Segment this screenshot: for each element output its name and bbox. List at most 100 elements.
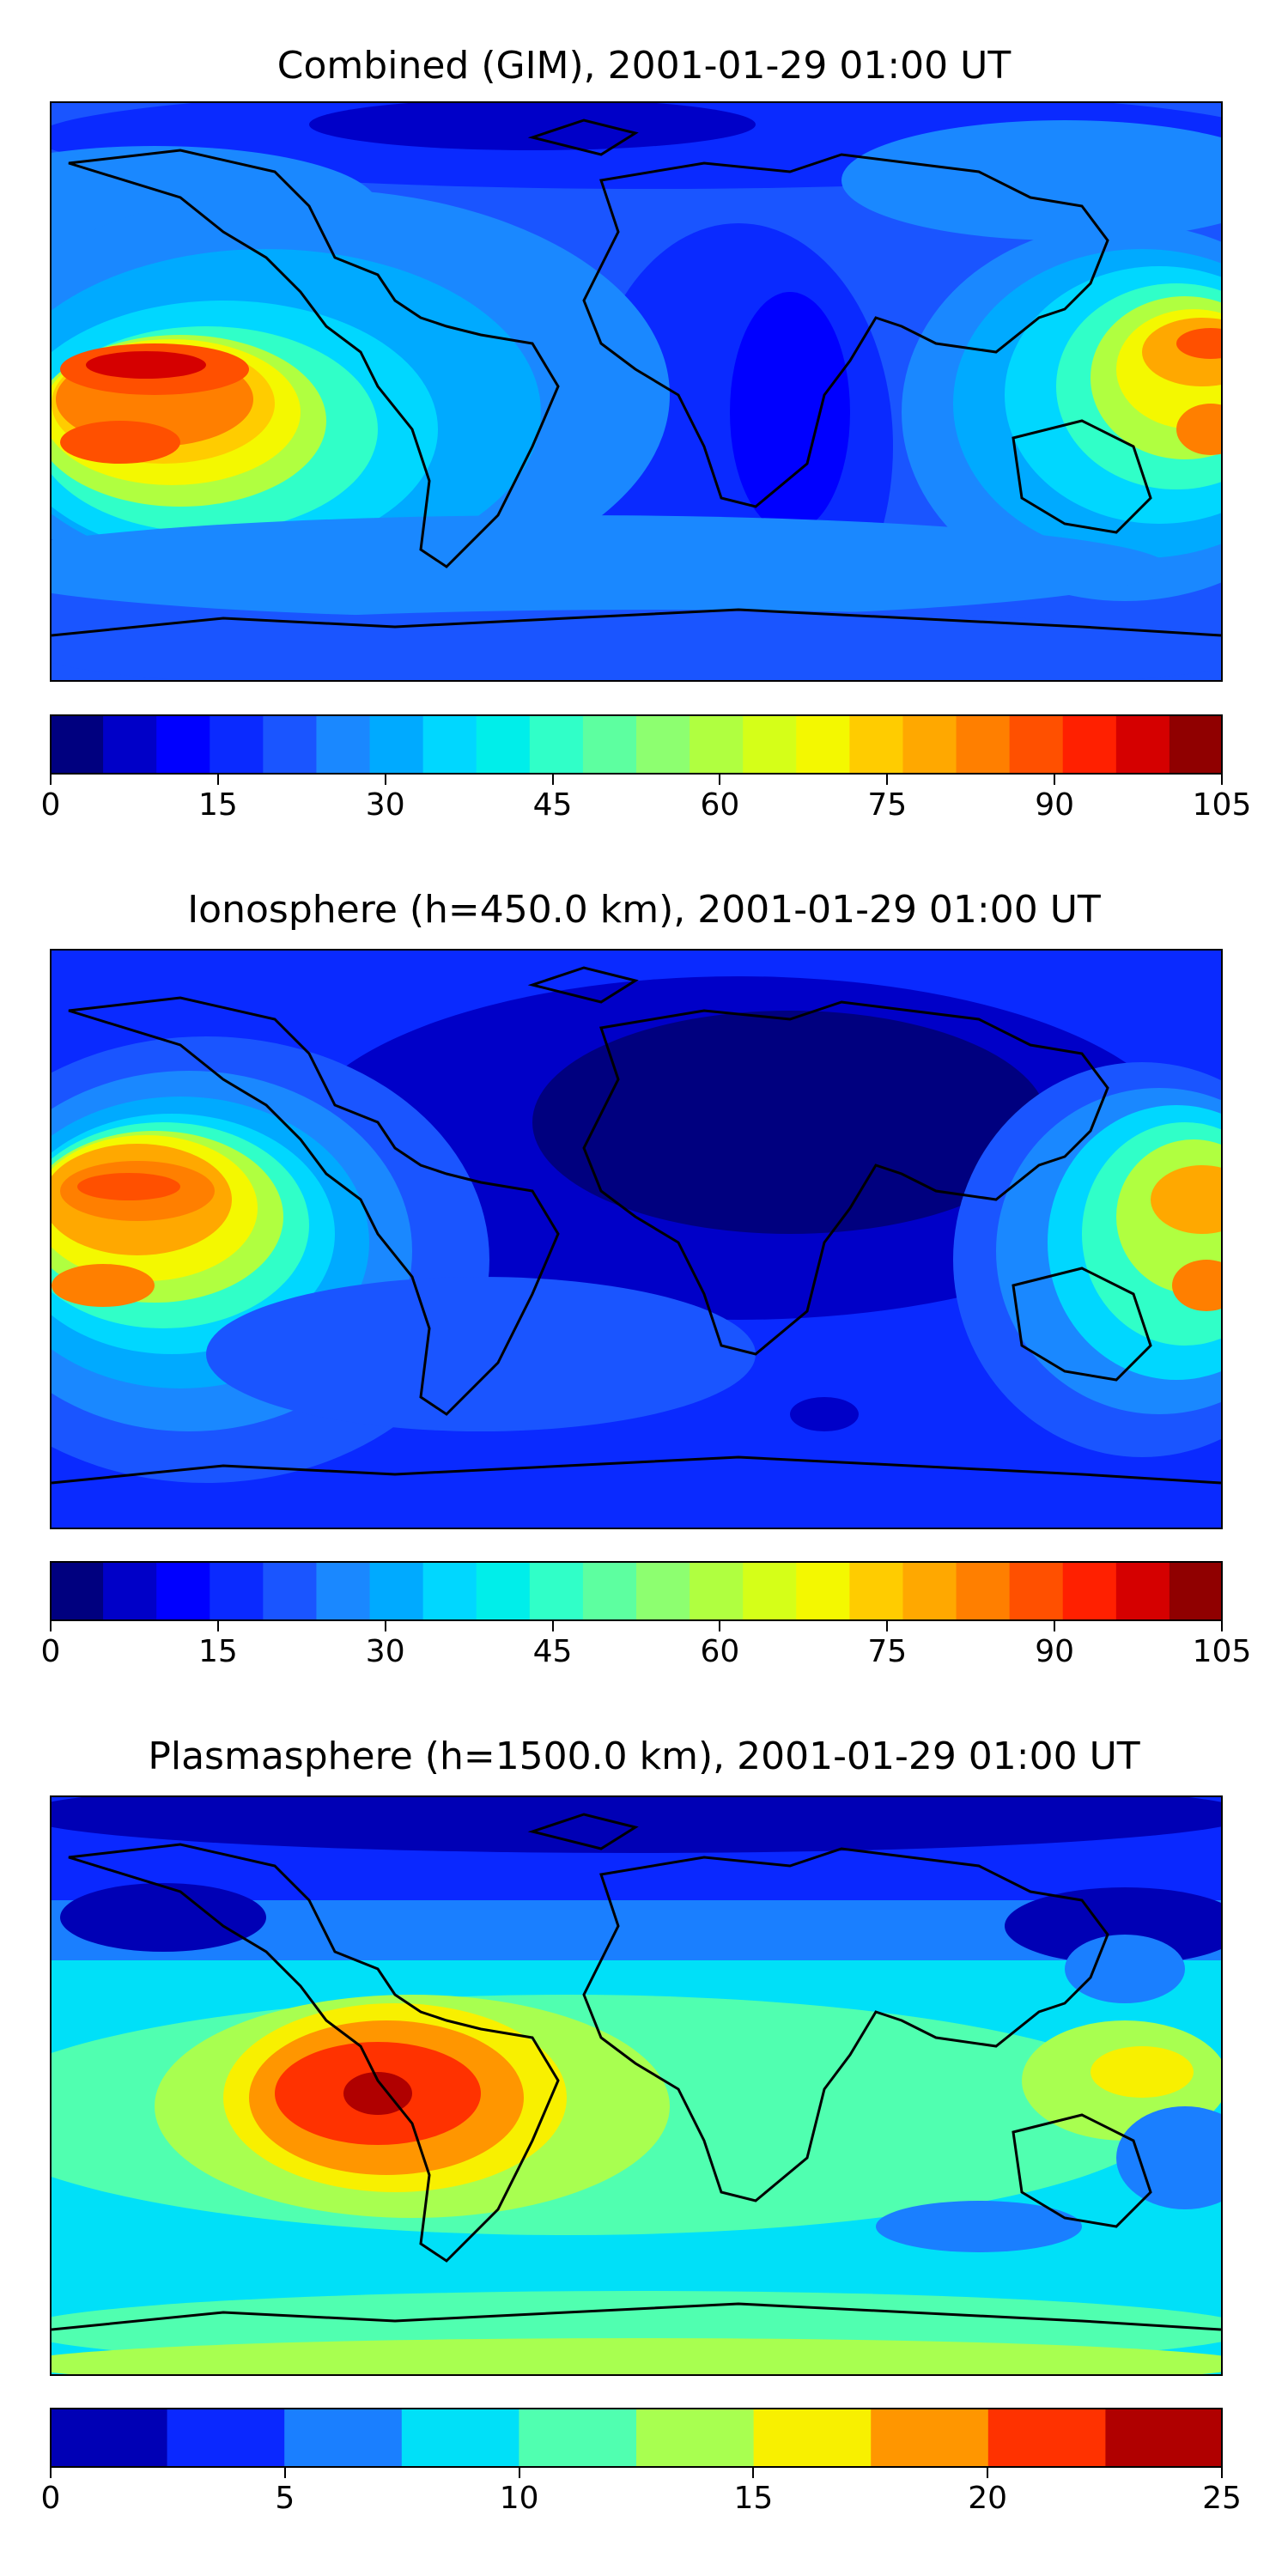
colorbar-segment xyxy=(690,1561,744,1621)
colorbar-tick-mark xyxy=(1221,2468,1223,2478)
colorbar-border xyxy=(50,2408,1223,2468)
colorbar-segment xyxy=(1169,714,1223,775)
colorbar-tick-mark xyxy=(551,1621,554,1631)
colorbar-tick-label: 75 xyxy=(867,787,908,823)
colorbar-segment xyxy=(1062,1561,1117,1621)
colorbar-segment xyxy=(1105,2408,1223,2468)
colorbar-segment xyxy=(369,1561,424,1621)
colorbar-tick-mark xyxy=(50,2468,52,2478)
colorbar-segment xyxy=(1115,714,1170,775)
colorbar-segment xyxy=(902,714,957,775)
colorbar-tick-label: 90 xyxy=(1035,1634,1075,1669)
colorbar-tick-mark xyxy=(987,2468,989,2478)
colorbar-segment xyxy=(529,1561,584,1621)
colorbar-segment xyxy=(636,714,690,775)
colorbar-segment xyxy=(871,2408,989,2468)
colorbar-segment xyxy=(690,714,744,775)
colorbar-segment xyxy=(422,714,477,775)
colorbar-tick-label: 45 xyxy=(532,1634,573,1669)
colorbar-segment xyxy=(529,714,584,775)
colorbar-segment xyxy=(316,714,371,775)
panel-3-coastlines xyxy=(52,1813,1221,2331)
colorbar-segment xyxy=(476,714,531,775)
colorbar-segment xyxy=(582,1561,637,1621)
colorbar-tick-mark xyxy=(1054,775,1056,785)
panel-2-map-svg xyxy=(52,951,1221,1528)
colorbar-segment xyxy=(849,1561,904,1621)
colorbar-segment xyxy=(103,714,157,775)
panel-3-title: Plasmasphere (h=1500.0 km), 2001-01-29 0… xyxy=(148,1735,1140,1778)
colorbar-tick-label: 105 xyxy=(1192,1634,1252,1669)
panel-1-map-svg xyxy=(52,103,1221,680)
colorbar-segment xyxy=(743,1561,797,1621)
colorbar-tick-label: 60 xyxy=(700,787,740,823)
colorbar-tick-mark xyxy=(518,2468,520,2478)
colorbar-tick-label: 0 xyxy=(40,1634,61,1669)
panel-1-colorbar xyxy=(50,714,1223,775)
colorbar-segment xyxy=(167,2408,285,2468)
panel-1-contours xyxy=(52,103,1221,680)
colorbar-segment xyxy=(210,714,264,775)
colorbar-tick-label: 25 xyxy=(1202,2481,1242,2516)
colorbar-tick-mark xyxy=(719,1621,721,1631)
colorbar-tick-mark xyxy=(50,1621,52,1631)
colorbar-tick-label: 15 xyxy=(197,1634,238,1669)
colorbar-tick-label: 5 xyxy=(275,2481,295,2516)
colorbar-tick-mark xyxy=(216,775,219,785)
colorbar-tick-mark xyxy=(1054,1621,1056,1631)
colorbar-segment xyxy=(956,714,1011,775)
colorbar-segment xyxy=(263,1561,318,1621)
colorbar-segment xyxy=(849,714,904,775)
colorbar-segment xyxy=(753,2408,872,2468)
panel-2-coastlines xyxy=(52,966,1221,1485)
panel-2-colorbar xyxy=(50,1561,1223,1621)
colorbar-segment xyxy=(1009,1561,1064,1621)
colorbar-segment xyxy=(369,714,424,775)
colorbar-tick-mark xyxy=(719,775,721,785)
colorbar-segment xyxy=(796,1561,850,1621)
panel-2-map xyxy=(50,949,1223,1529)
colorbar-segment xyxy=(582,714,637,775)
colorbar-tick-mark xyxy=(1221,775,1223,785)
colorbar-border xyxy=(50,1561,1223,1621)
colorbar-tick-mark xyxy=(551,775,554,785)
colorbar-tick-mark xyxy=(886,1621,889,1631)
colorbar-tick-label: 10 xyxy=(499,2481,539,2516)
colorbar-tick-label: 0 xyxy=(40,787,61,823)
panel-3-colorbar-svg xyxy=(50,2408,1223,2468)
colorbar-segment xyxy=(956,1561,1011,1621)
colorbar-tick-mark xyxy=(216,1621,219,1631)
colorbar-segment xyxy=(284,2408,403,2468)
colorbar-tick-label: 15 xyxy=(197,787,238,823)
panel-3-contours xyxy=(52,1797,1221,2374)
colorbar-segment xyxy=(103,1561,157,1621)
colorbar-segment xyxy=(902,1561,957,1621)
colorbar-tick-label: 60 xyxy=(700,1634,740,1669)
colorbar-segment xyxy=(1009,714,1064,775)
colorbar-tick-label: 30 xyxy=(365,787,405,823)
colorbar-segment xyxy=(156,714,210,775)
colorbar-segment xyxy=(50,1561,104,1621)
colorbar-segment xyxy=(422,1561,477,1621)
panel-3-map xyxy=(50,1795,1223,2376)
panel-1-colorbar-svg xyxy=(50,714,1223,775)
panel-3-map-svg xyxy=(52,1797,1221,2374)
colorbar-border xyxy=(50,714,1223,775)
colorbar-segment xyxy=(519,2408,637,2468)
colorbar-segment xyxy=(50,2408,168,2468)
colorbar-segment xyxy=(476,1561,531,1621)
panel-2-colorbar-svg xyxy=(50,1561,1223,1621)
colorbar-segment xyxy=(401,2408,519,2468)
colorbar-tick-mark xyxy=(50,775,52,785)
colorbar-tick-mark xyxy=(384,1621,386,1631)
colorbar-tick-mark xyxy=(1221,1621,1223,1631)
panel-1-map xyxy=(50,101,1223,682)
colorbar-tick-label: 30 xyxy=(365,1634,405,1669)
colorbar-tick-mark xyxy=(886,775,889,785)
colorbar-segment xyxy=(50,714,104,775)
colorbar-segment xyxy=(156,1561,210,1621)
colorbar-tick-label: 90 xyxy=(1035,787,1075,823)
colorbar-tick-label: 45 xyxy=(532,787,573,823)
colorbar-tick-label: 105 xyxy=(1192,787,1252,823)
colorbar-segment xyxy=(1062,714,1117,775)
